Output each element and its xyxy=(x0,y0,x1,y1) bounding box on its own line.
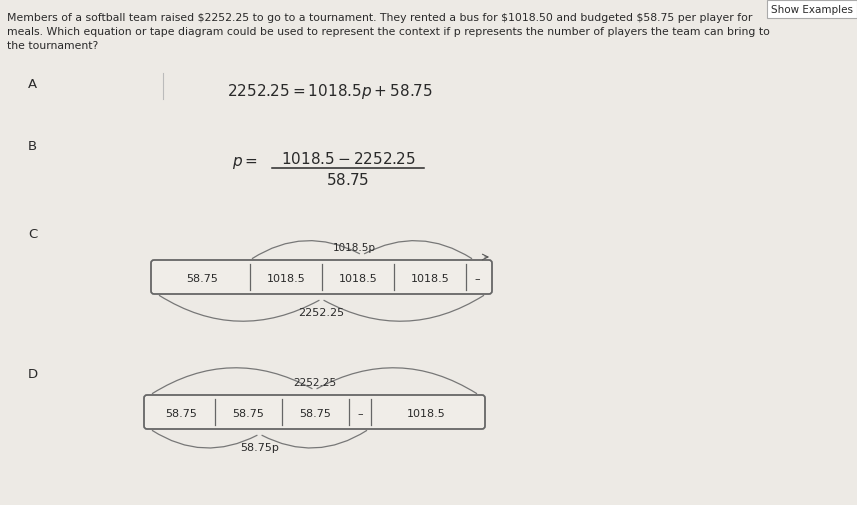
Text: $2252.25 = 1018.5p + 58.75$: $2252.25 = 1018.5p + 58.75$ xyxy=(227,82,433,101)
Text: 1018.5: 1018.5 xyxy=(411,274,449,283)
Text: B: B xyxy=(28,140,37,153)
Text: 1018.5: 1018.5 xyxy=(267,274,305,283)
Text: 1018.5p: 1018.5p xyxy=(333,242,375,252)
Text: –: – xyxy=(357,408,363,418)
Text: 1018.5: 1018.5 xyxy=(339,274,377,283)
Text: Members of a softball team raised $2252.25 to go to a tournament. They rented a : Members of a softball team raised $2252.… xyxy=(7,13,752,23)
Text: Show Examples: Show Examples xyxy=(771,5,853,15)
FancyBboxPatch shape xyxy=(144,395,485,429)
Text: $p =$: $p =$ xyxy=(232,155,258,171)
Text: 58.75: 58.75 xyxy=(300,408,332,418)
Text: C: C xyxy=(28,228,37,240)
Text: 58.75: 58.75 xyxy=(232,408,265,418)
Text: $58.75$: $58.75$ xyxy=(327,172,369,188)
Text: 58.75: 58.75 xyxy=(187,274,219,283)
Text: D: D xyxy=(28,367,38,380)
Text: $1018.5 - 2252.25$: $1018.5 - 2252.25$ xyxy=(280,150,416,167)
Text: A: A xyxy=(28,78,37,91)
Text: 2252.25: 2252.25 xyxy=(293,377,336,387)
Text: the tournament?: the tournament? xyxy=(7,41,99,51)
Text: 58.75: 58.75 xyxy=(165,408,197,418)
Text: meals. Which equation or tape diagram could be used to represent the context if : meals. Which equation or tape diagram co… xyxy=(7,27,770,37)
Text: –: – xyxy=(474,274,480,283)
Text: 2252.25: 2252.25 xyxy=(298,308,345,317)
Text: 1018.5: 1018.5 xyxy=(406,408,446,418)
FancyBboxPatch shape xyxy=(151,261,492,294)
Text: 58.75p: 58.75p xyxy=(240,442,279,452)
